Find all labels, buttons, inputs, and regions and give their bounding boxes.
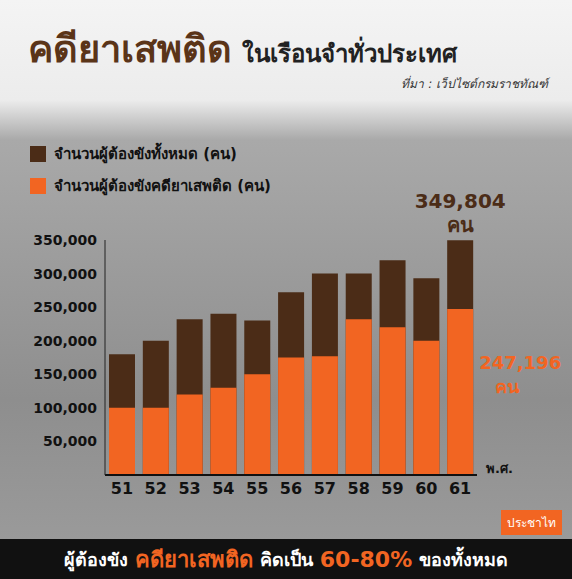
svg-text:59: 59 bbox=[381, 479, 403, 498]
html-text:คดียาเสพติด ในเรือนจำทั่วประเท: คดียาเสพติด ในเรือนจำทั่วประเทศ bbox=[28, 27, 457, 71]
html-text:ที่มา : เว็ปไซต์กรมราชทัณฑ์: ที่มา : เว็ปไซต์กรมราชทัณฑ์ bbox=[401, 77, 548, 91]
svg-text:58: 58 bbox=[348, 479, 370, 498]
svg-text:55: 55 bbox=[246, 479, 268, 498]
html-text:ผู้ต้องขัง คดียาเสพติด คิดเป็น: ผู้ต้องขัง คดียาเสพติด คิดเป็น 60-80% ขอ… bbox=[63, 546, 509, 572]
svg-text:100,000: 100,000 bbox=[33, 400, 97, 416]
svg-text:250,000: 250,000 bbox=[33, 299, 97, 315]
svg-text:61: 61 bbox=[449, 479, 471, 498]
svg-text:50,000: 50,000 bbox=[43, 433, 97, 449]
svg-text:349,804: 349,804 bbox=[415, 189, 506, 213]
svg-text:53: 53 bbox=[178, 479, 200, 498]
svg-text:300,000: 300,000 bbox=[33, 266, 97, 282]
svg-text:คน: คน bbox=[447, 213, 474, 237]
svg-text:150,000: 150,000 bbox=[33, 366, 97, 382]
html-text:พ.ศ.: พ.ศ. bbox=[486, 461, 513, 476]
svg-text:350,000: 350,000 bbox=[33, 232, 97, 248]
svg-text:52: 52 bbox=[145, 479, 167, 498]
svg-text:51: 51 bbox=[111, 479, 133, 498]
svg-text:247,196: 247,196 bbox=[479, 352, 561, 373]
html-text:ประชาไท: ประชาไท bbox=[507, 516, 556, 530]
svg-text:คน: คน bbox=[495, 376, 520, 397]
svg-text:60: 60 bbox=[415, 479, 437, 498]
svg-text:56: 56 bbox=[280, 479, 302, 498]
svg-text:57: 57 bbox=[314, 479, 336, 498]
html-text:จำนวนผู้ต้องขังคดียาเสพติด (คน: จำนวนผู้ต้องขังคดียาเสพติด (คน) bbox=[54, 177, 271, 195]
svg-text:54: 54 bbox=[212, 479, 234, 498]
svg-text:200,000: 200,000 bbox=[33, 333, 97, 349]
html-text:จำนวนผู้ต้องขังทั้งหมด (คน): จำนวนผู้ต้องขังทั้งหมด (คน) bbox=[54, 145, 237, 163]
